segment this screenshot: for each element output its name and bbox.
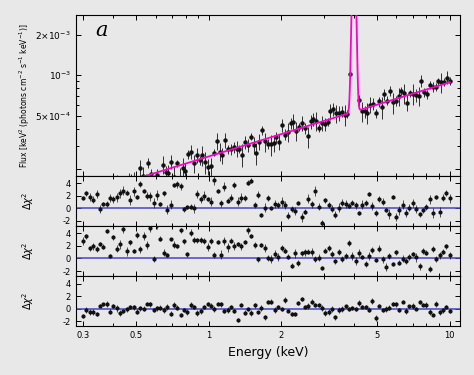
Y-axis label: Flux [keV$^{2}$ (photons cm$^{-2}$ s$^{-1}$ keV$^{-1}$)]: Flux [keV$^{2}$ (photons cm$^{-2}$ s$^{-… bbox=[18, 23, 33, 168]
Y-axis label: $\Delta\chi^2$: $\Delta\chi^2$ bbox=[20, 292, 36, 310]
X-axis label: Energy (keV): Energy (keV) bbox=[228, 346, 308, 358]
Text: a: a bbox=[95, 21, 108, 40]
Y-axis label: $\Delta\chi^2$: $\Delta\chi^2$ bbox=[20, 192, 36, 210]
Y-axis label: $\Delta\chi^2$: $\Delta\chi^2$ bbox=[20, 242, 36, 260]
